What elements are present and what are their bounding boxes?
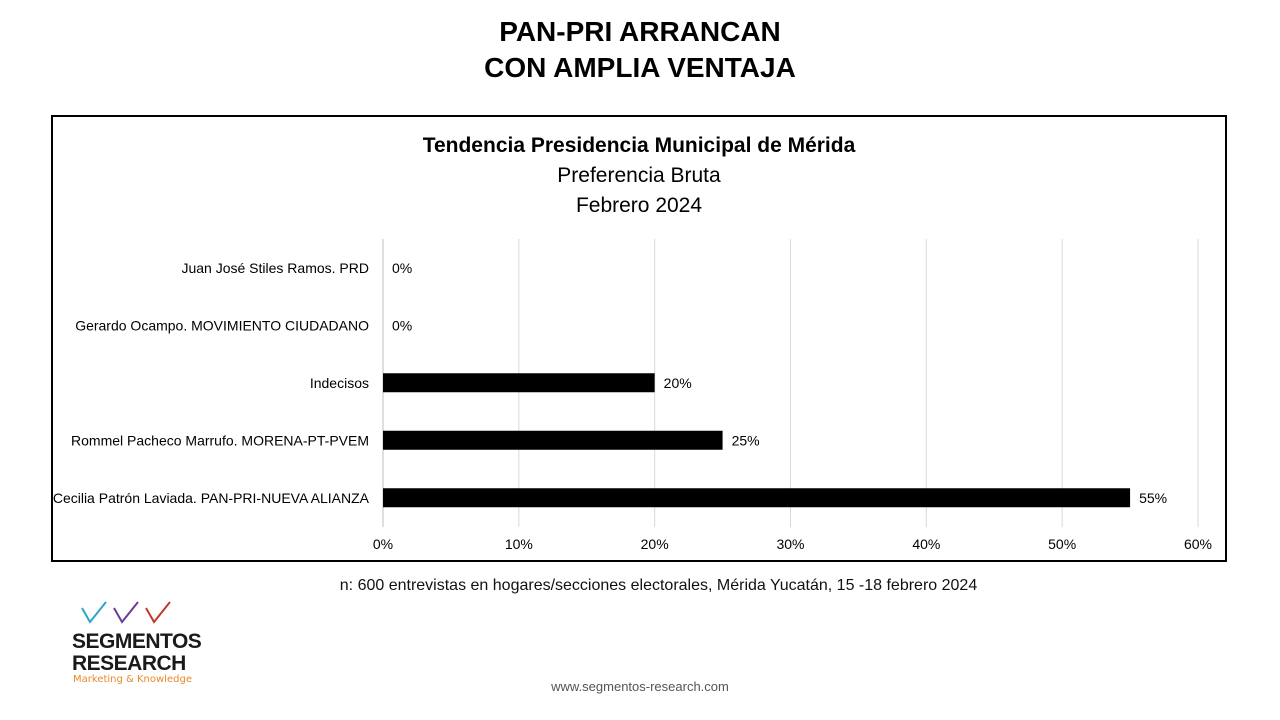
category-label: Juan José Stiles Ramos. PRD bbox=[181, 260, 369, 276]
website-url[interactable]: www.segmentos-research.com bbox=[551, 679, 729, 694]
checkmarks-icon bbox=[81, 601, 171, 624]
bar bbox=[383, 373, 655, 393]
chart-titles: Tendencia Presidencia Municipal de Mérid… bbox=[53, 131, 1225, 221]
data-label: 20% bbox=[664, 375, 692, 391]
x-tick-label: 40% bbox=[912, 536, 940, 552]
chart-title: Tendencia Presidencia Municipal de Mérid… bbox=[422, 134, 856, 157]
segmentos-logo: SEGMENTOS RESEARCH Marketing & Knowledge bbox=[70, 598, 202, 688]
data-label: 0% bbox=[392, 260, 412, 276]
headline: PAN-PRI ARRANCAN CON AMPLIA VENTAJA bbox=[0, 14, 1280, 86]
check-mark-3 bbox=[145, 601, 171, 624]
chart-subtitle-1: Preferencia Bruta bbox=[557, 164, 721, 187]
sample-footnote: n: 600 entrevistas en hogares/secciones … bbox=[339, 577, 978, 594]
bar bbox=[383, 488, 1131, 508]
bar-chart: 0% 10% 20% 30% 40% 50% 60% Juan José Stiles Ram… bbox=[53, 239, 1212, 552]
x-tick-label: 10% bbox=[505, 536, 533, 552]
category-label: Rommel Pacheco Marrufo. MORENA-PT-PVEM bbox=[71, 432, 369, 448]
category-label: Cecilia Patrón Laviada. PAN-PRI-NUEVA AL… bbox=[53, 490, 370, 506]
category-label: Gerardo Ocampo. MOVIMIENTO CIUDADANO bbox=[75, 317, 369, 333]
data-label: 55% bbox=[1139, 490, 1167, 506]
logo-name-line-1: SEGMENTOS bbox=[72, 630, 202, 653]
chart-subtitle-2: Febrero 2024 bbox=[575, 194, 703, 217]
logo-tagline: Marketing & Knowledge bbox=[73, 674, 192, 685]
chart-frame: Tendencia Presidencia Municipal de Mérid… bbox=[51, 115, 1227, 562]
check-mark-1 bbox=[81, 601, 107, 624]
x-tick-label: 0% bbox=[373, 536, 393, 552]
bar bbox=[383, 430, 723, 450]
headline-line-2: CON AMPLIA VENTAJA bbox=[484, 52, 796, 83]
data-label: 0% bbox=[392, 317, 412, 333]
x-tick-label: 20% bbox=[641, 536, 669, 552]
x-tick-label: 60% bbox=[1184, 536, 1212, 552]
check-mark-2 bbox=[113, 601, 139, 624]
x-tick-label: 30% bbox=[776, 536, 804, 552]
x-tick-label: 50% bbox=[1048, 536, 1076, 552]
logo-name-line-2: RESEARCH bbox=[72, 652, 186, 675]
data-label: 25% bbox=[732, 432, 760, 448]
headline-line-1: PAN-PRI ARRANCAN bbox=[499, 16, 781, 47]
category-label: Indecisos bbox=[310, 375, 369, 391]
